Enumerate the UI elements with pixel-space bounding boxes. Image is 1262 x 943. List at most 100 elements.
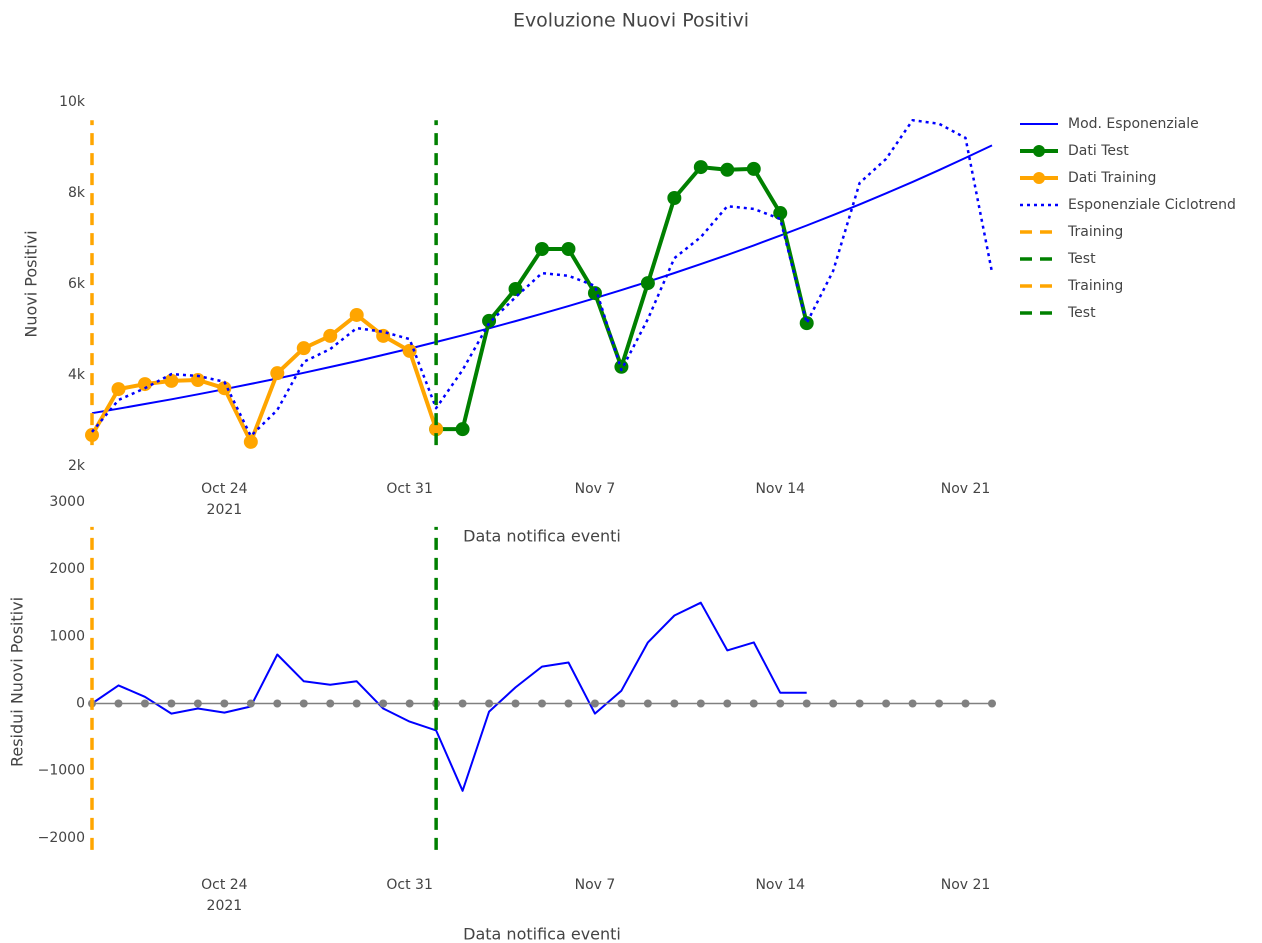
legend-label: Mod. Esponenziale — [1068, 116, 1199, 132]
x-tick-label: Oct 24 — [201, 481, 248, 497]
chart-title: Evoluzione Nuovi Positivi — [513, 10, 749, 32]
data-point — [349, 307, 364, 322]
y-tick-label: 10k — [59, 94, 86, 110]
data-point — [140, 699, 149, 708]
data-point — [323, 328, 338, 343]
legend-marker — [1033, 145, 1045, 157]
data-point — [164, 373, 179, 388]
x-tick-label: Nov 21 — [941, 877, 991, 893]
y-tick-label: 0 — [76, 695, 85, 711]
x-tick-label: Oct 31 — [386, 481, 432, 497]
data-point — [564, 699, 573, 708]
data-point — [114, 699, 123, 708]
data-point — [402, 343, 417, 358]
data-point — [193, 699, 202, 708]
data-point — [935, 699, 944, 708]
data-point — [829, 699, 838, 708]
data-point — [485, 699, 494, 708]
data-point — [988, 699, 996, 708]
series-line — [91, 601, 807, 792]
data-point — [352, 699, 361, 708]
data-point — [749, 699, 758, 708]
legend-label: Test — [1067, 305, 1096, 321]
series-line — [91, 144, 993, 415]
data-point — [296, 341, 311, 356]
data-point — [746, 161, 761, 176]
data-point — [693, 160, 708, 175]
y-tick-label: 1000 — [49, 628, 85, 644]
data-point — [220, 699, 229, 708]
x-axis-title: Data notifica eventi — [463, 925, 621, 943]
data-point — [137, 377, 152, 392]
data-point — [379, 699, 388, 708]
data-point — [273, 699, 282, 708]
data-point — [458, 699, 467, 708]
y-axis-title: Residui Nuovi Positivi — [8, 597, 27, 767]
data-point — [908, 699, 917, 708]
data-point — [614, 359, 629, 374]
y-tick-label: −2000 — [38, 830, 85, 846]
data-point — [429, 422, 444, 437]
data-point — [111, 382, 126, 397]
data-point — [167, 699, 176, 708]
data-point — [723, 699, 732, 708]
y-tick-label: 3000 — [49, 494, 85, 510]
x-tick-label: Nov 7 — [575, 481, 616, 497]
series-line — [436, 165, 809, 432]
x-tick-label: Nov 21 — [941, 481, 991, 497]
data-point — [617, 699, 626, 708]
data-point — [776, 699, 785, 708]
data-point — [643, 699, 652, 708]
x-tick-label: Nov 14 — [755, 877, 805, 893]
data-point — [511, 699, 520, 708]
series-line — [91, 118, 994, 438]
data-point — [538, 699, 546, 708]
data-point — [508, 282, 523, 297]
data-point — [246, 699, 255, 708]
legend-label: Esponenziale Ciclotrend — [1068, 197, 1236, 213]
x-tick-label: Nov 7 — [575, 877, 616, 893]
data-point — [299, 699, 308, 708]
y-tick-label: 6k — [68, 276, 86, 292]
y-tick-label: 8k — [68, 185, 86, 201]
data-point — [802, 699, 811, 708]
legend-label: Training — [1067, 278, 1123, 294]
data-point — [535, 241, 549, 256]
data-point — [561, 241, 576, 256]
data-point — [270, 366, 285, 381]
y-axis-title: Nuovi Positivi — [22, 230, 41, 337]
data-point — [326, 699, 335, 708]
y-tick-label: 2k — [68, 458, 86, 474]
data-point — [670, 699, 679, 708]
data-point — [376, 328, 391, 343]
data-point — [855, 699, 864, 708]
y-tick-label: 2000 — [49, 561, 85, 577]
data-point — [243, 434, 258, 449]
data-point — [482, 313, 497, 328]
data-point — [799, 316, 814, 331]
data-point — [405, 699, 414, 708]
x-tick-label: Nov 14 — [755, 481, 805, 497]
y-tick-label: −1000 — [38, 763, 85, 779]
legend-label: Training — [1067, 224, 1123, 240]
x-year-label: 2021 — [207, 898, 243, 914]
data-point — [882, 699, 891, 708]
x-axis-title: Data notifica eventi — [463, 527, 621, 546]
legend-label: Test — [1067, 251, 1096, 267]
data-point — [455, 422, 470, 437]
data-point — [640, 276, 655, 291]
x-tick-label: Oct 24 — [201, 877, 248, 893]
data-point — [696, 699, 705, 708]
data-point — [720, 162, 735, 177]
legend-label: Dati Training — [1068, 170, 1156, 186]
data-point — [190, 373, 205, 388]
x-tick-label: Oct 31 — [386, 877, 432, 893]
data-point — [667, 191, 682, 206]
data-point — [217, 381, 232, 396]
legend-label: Dati Test — [1068, 143, 1129, 159]
legend-marker — [1033, 172, 1045, 184]
x-year-label: 2021 — [207, 502, 243, 518]
data-point — [961, 699, 970, 708]
y-tick-label: 4k — [68, 367, 86, 383]
